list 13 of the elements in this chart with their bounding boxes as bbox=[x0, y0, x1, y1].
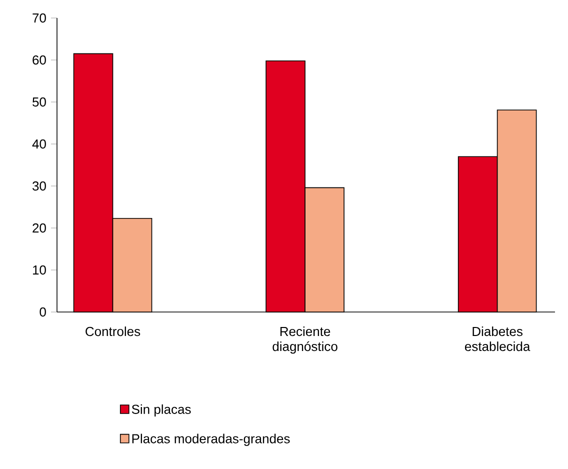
y-tick-label: 30 bbox=[32, 181, 46, 191]
legend-label: Sin placas bbox=[132, 404, 191, 417]
y-tick-label: 0 bbox=[40, 307, 46, 317]
y-tick-label: 50 bbox=[32, 97, 46, 107]
x-tick-label: Reciente diagnóstico bbox=[272, 326, 338, 354]
x-tick-label: Diabetes establecida bbox=[464, 326, 530, 352]
legend-label: Placas moderadas-grandes bbox=[132, 434, 290, 446]
y-tick-label: 20 bbox=[32, 223, 46, 233]
y-tick-label: 70 bbox=[32, 13, 46, 23]
x-tick-label: Controles bbox=[86, 326, 140, 336]
y-tick-label: 40 bbox=[32, 139, 46, 149]
y-tick-label: 60 bbox=[32, 55, 46, 65]
y-tick-label: 10 bbox=[32, 265, 46, 275]
